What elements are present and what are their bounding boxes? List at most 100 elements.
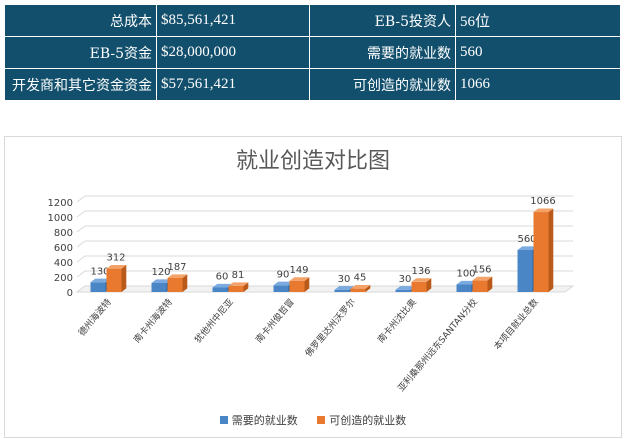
bar-front	[533, 212, 549, 292]
y-tick-label: 1000	[48, 213, 73, 224]
required-jobs-label: 需要的就业数	[309, 36, 456, 69]
data-label: 45	[354, 273, 367, 284]
total-cost-value: $85,561,421	[156, 4, 310, 37]
x-tick-label: 佛罗里达州沃罗尔	[302, 296, 357, 359]
bar-side	[548, 208, 554, 292]
data-label: 90	[277, 269, 290, 280]
bar-side	[487, 276, 493, 292]
developer-fund-value: $57,561,421	[156, 68, 310, 101]
bar-front	[289, 280, 305, 292]
bar-side	[304, 277, 310, 292]
investors-value: 56位	[455, 4, 621, 37]
eb5-fund-label: EB-5资金	[4, 36, 157, 69]
x-tick-label: 德州海波特	[76, 296, 114, 338]
data-label: 120	[151, 267, 170, 278]
bar-top	[334, 286, 355, 290]
legend-label-created: 可创造的就业数	[329, 414, 407, 427]
y-tick-label: 600	[54, 243, 73, 254]
bar-front	[411, 281, 427, 292]
bar-top	[533, 208, 554, 213]
chart-container: 就业创造对比图 0 200 400 600 800 1000 1200 130 312 德州海波特…	[4, 136, 622, 438]
bar-front	[395, 289, 411, 292]
created-jobs-value: 1066	[455, 68, 621, 101]
bar-top	[456, 280, 477, 285]
bar-side	[182, 274, 188, 292]
chart-title: 就业创造对比图	[235, 149, 390, 174]
y-tick-label: 200	[54, 273, 73, 284]
bar-side	[243, 282, 249, 292]
y-tick-label: 0	[67, 288, 73, 299]
bar-front	[472, 280, 488, 292]
gridline-side	[76, 255, 86, 263]
gridline-side	[76, 225, 86, 233]
bar-front	[90, 282, 106, 292]
bar-front	[106, 268, 122, 292]
legend-item-created: 可创造的就业数	[317, 412, 406, 428]
bar-top	[90, 278, 111, 283]
table-row: 总成本 $85,561,421 EB-5投资人 56位	[4, 4, 621, 37]
bar-top	[167, 274, 188, 278]
chart-floor	[75, 285, 575, 293]
data-label: 136	[411, 266, 430, 277]
eb5-fund-value: $28,000,000	[156, 36, 310, 69]
bar-front	[167, 277, 183, 292]
bar-top	[517, 246, 538, 250]
bar-front	[151, 283, 167, 292]
y-tick-label: 800	[54, 228, 73, 239]
legend-item-required: 需要的就业数	[219, 412, 298, 428]
developer-fund-label: 开发商和其它资金资金	[4, 68, 157, 101]
gridline-side	[76, 210, 86, 218]
gridline-side	[76, 240, 86, 248]
investors-label: EB-5投资人	[309, 4, 456, 37]
table-row: 开发商和其它资金资金 $57,561,421 可创造的就业数 1066	[4, 68, 621, 101]
bar-side	[121, 265, 127, 292]
data-label: 100	[456, 269, 475, 280]
chart-legend: 需要的就业数 可创造的就业数	[5, 412, 621, 428]
x-tick-label: 南卡州海波特	[131, 296, 175, 345]
data-label: 30	[399, 274, 412, 285]
created-jobs-label: 可创造的就业数	[309, 68, 456, 101]
x-tick-label: 犹他州中尼亚	[192, 296, 236, 345]
bar-front	[350, 288, 366, 292]
required-jobs-value: 560	[455, 36, 621, 69]
legend-swatch-orange	[317, 416, 326, 424]
bar-front	[334, 289, 350, 292]
gridline-side	[76, 195, 86, 203]
data-label: 1066	[530, 196, 555, 207]
total-cost-label: 总成本	[4, 4, 157, 37]
bar-top	[395, 286, 416, 290]
bar-side	[365, 285, 371, 292]
legend-swatch-blue	[219, 416, 228, 424]
bar-top	[228, 282, 249, 286]
bar-front	[517, 250, 533, 292]
bar-top	[106, 265, 127, 269]
gridline-side	[76, 270, 86, 278]
x-tick-label: 南卡州俊哲冒	[253, 296, 297, 345]
bar-top	[472, 276, 493, 281]
bar-top	[151, 279, 172, 283]
data-label: 60	[216, 272, 229, 283]
summary-table: 总成本 $85,561,421 EB-5投资人 56位 EB-5资金 $28,0…	[4, 4, 621, 101]
bar-front	[212, 287, 228, 292]
x-tick-label: 本项目就业总数	[491, 296, 541, 352]
bar-top	[289, 277, 310, 281]
bar-front	[456, 284, 472, 292]
data-label: 156	[472, 264, 491, 275]
data-label: 560	[517, 234, 536, 245]
data-label: 30	[338, 274, 351, 285]
data-label: 81	[232, 270, 245, 281]
bar-front	[228, 285, 244, 292]
y-tick-label: 400	[54, 258, 73, 269]
legend-label-required: 需要的就业数	[231, 414, 298, 427]
bar-top	[411, 278, 432, 282]
data-label: 312	[106, 253, 125, 264]
y-tick-label: 1200	[48, 198, 73, 209]
data-label: 149	[289, 265, 308, 276]
x-tick-label: 南卡州沈比奥	[375, 296, 419, 345]
bar-top	[350, 285, 371, 289]
data-label: 130	[90, 266, 109, 277]
bar-side	[426, 278, 432, 292]
bar-top	[273, 281, 294, 286]
table-row: EB-5资金 $28,000,000 需要的就业数 560	[4, 36, 621, 69]
